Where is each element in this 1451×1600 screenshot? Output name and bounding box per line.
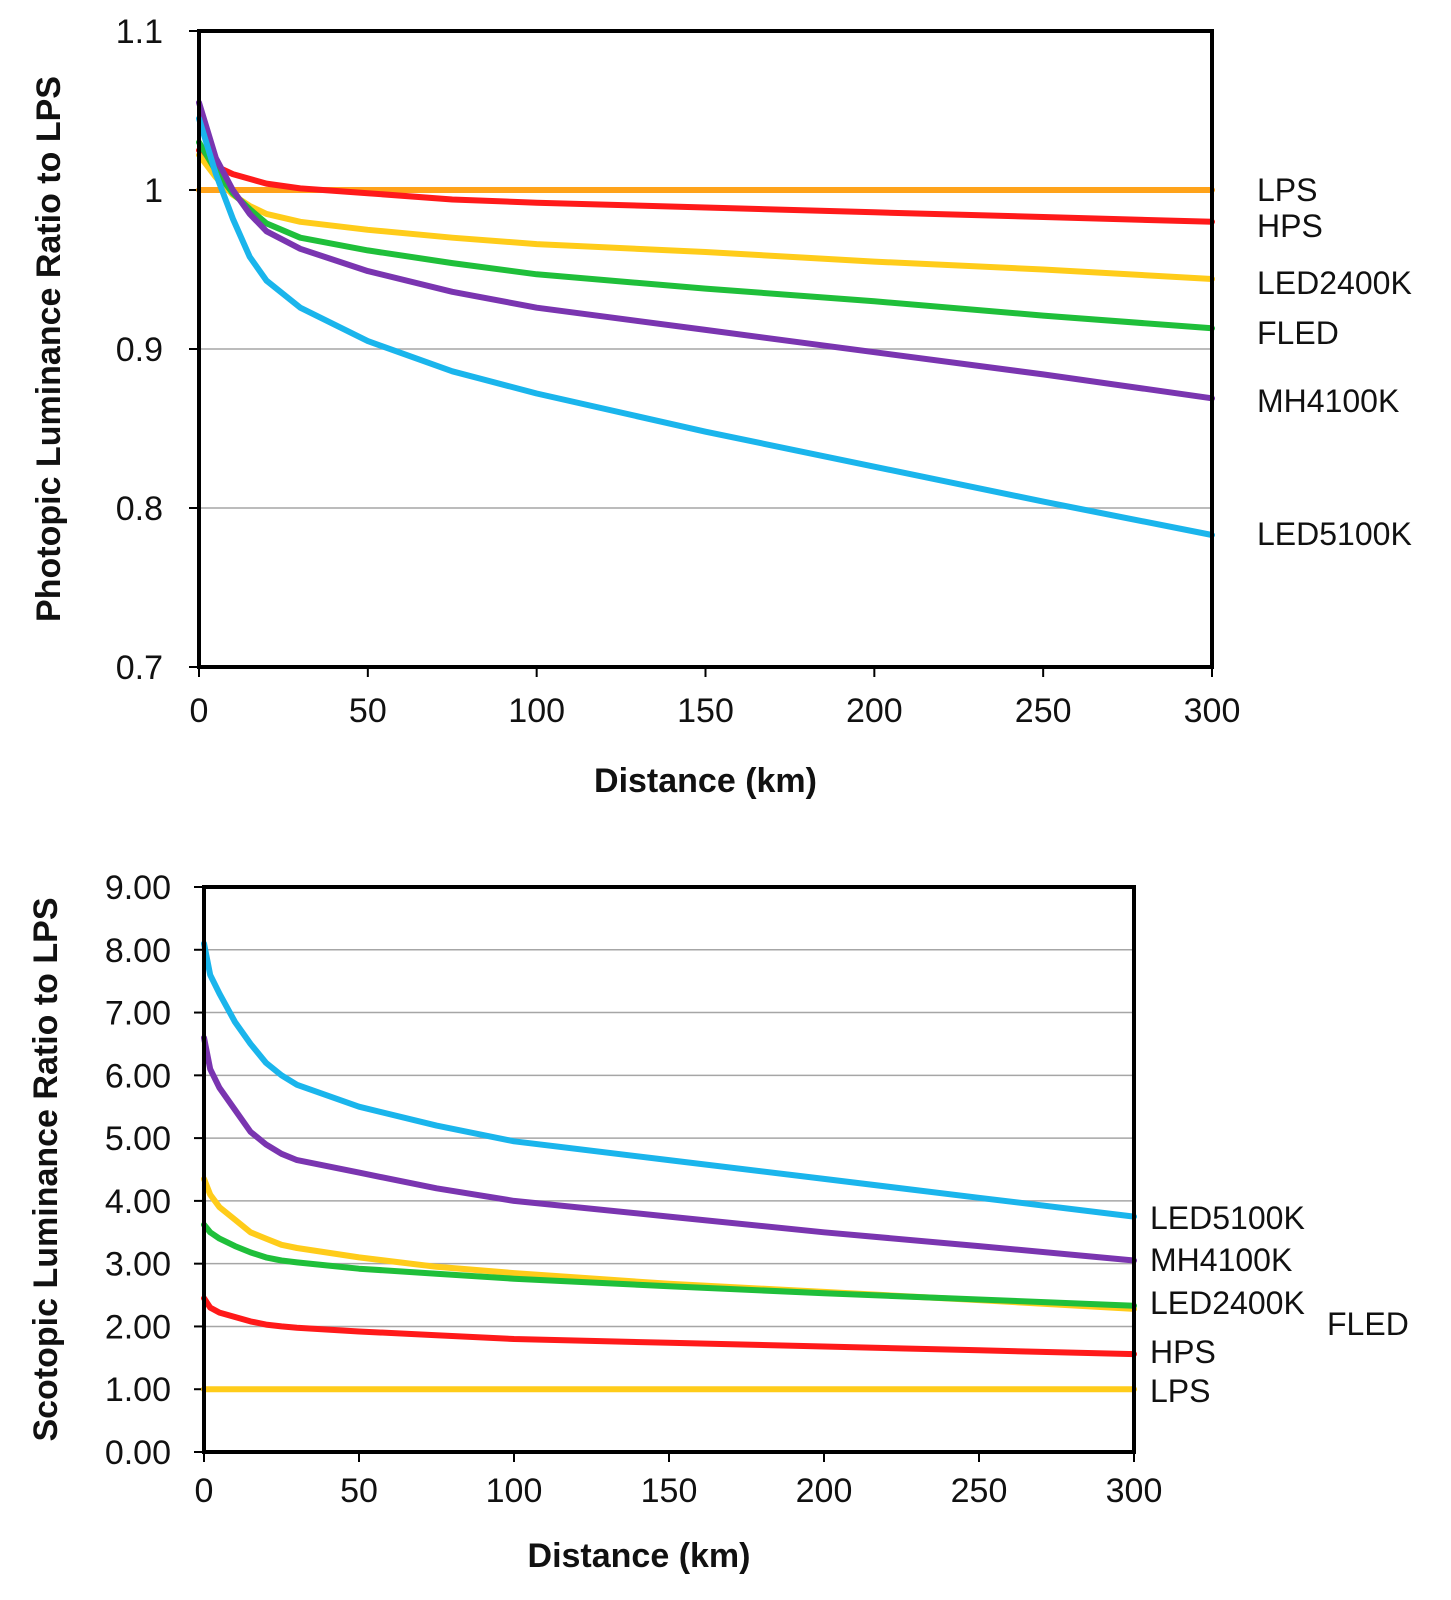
- x-tick-label: 50: [340, 1472, 378, 1510]
- x-axis-title: Distance (km): [594, 762, 817, 800]
- series-label-fled: FLED: [1327, 1306, 1409, 1342]
- series-label-hps: HPS: [1257, 208, 1323, 244]
- series-label-led5100k: LED5100K: [1150, 1200, 1305, 1236]
- x-tick-label: 0: [195, 1472, 214, 1510]
- series-line-fled: [196, 139, 1215, 332]
- series-line-fled: [201, 1221, 1137, 1309]
- x-tick-label: 200: [846, 692, 903, 730]
- x-tick-label: 300: [1106, 1472, 1163, 1510]
- x-tick-label: 250: [1015, 692, 1072, 730]
- plot-area-frame: [197, 29, 1214, 669]
- series-label-hps: HPS: [1150, 1334, 1216, 1370]
- series-line-hps: [196, 147, 1215, 225]
- series-label-led5100k: LED5100K: [1257, 516, 1412, 552]
- x-tick-label: 0: [190, 692, 209, 730]
- plot-area-frame: [202, 885, 1136, 1454]
- series-label-lps: LPS: [1257, 172, 1317, 208]
- x-axis-title: Distance (km): [528, 1537, 751, 1575]
- y-tick-label: 1.00: [105, 1371, 171, 1409]
- y-tick-label: 1.1: [116, 13, 163, 51]
- x-tick-label: 150: [641, 1472, 698, 1510]
- y-axis-title: Photopic Luminance Ratio to LPS: [30, 76, 68, 622]
- y-tick-label: 8.00: [105, 932, 171, 970]
- x-tick-label: 100: [486, 1472, 543, 1510]
- series-line-mh4100k: [196, 99, 1215, 402]
- series-label-lps: LPS: [1150, 1373, 1210, 1409]
- x-tick-label: 250: [951, 1472, 1008, 1510]
- series-line-mh4100k: [201, 1034, 1137, 1264]
- series-label-fled: FLED: [1257, 315, 1339, 351]
- series-label-led2400k: LED2400K: [1150, 1285, 1305, 1321]
- y-tick-label: 4.00: [105, 1183, 171, 1221]
- y-tick-label: 9.00: [105, 869, 171, 907]
- y-tick-label: 0.9: [116, 331, 163, 369]
- x-tick-label: 300: [1184, 692, 1241, 730]
- series-label-mh4100k: MH4100K: [1257, 383, 1399, 419]
- x-tick-label: 200: [796, 1472, 853, 1510]
- scotopic-chart: 0.00 1.00 2.00 3.00 4.00 5.00 6.00 7.00 8.00 9.00…: [27, 869, 1409, 1575]
- y-tick-label: 2.00: [105, 1308, 171, 1346]
- y-tick-label: 0.8: [116, 490, 163, 528]
- series-label-mh4100k: MH4100K: [1150, 1242, 1292, 1278]
- x-tick-label: 100: [508, 692, 565, 730]
- y-axis-title: Scotopic Luminance Ratio to LPS: [27, 897, 65, 1441]
- y-tick-label: 7.00: [105, 995, 171, 1033]
- y-tick-label: 0.7: [116, 649, 163, 687]
- series-label-led2400k: LED2400K: [1257, 265, 1412, 301]
- y-tick-label: 1: [144, 172, 163, 210]
- series-line-led5100k: [196, 115, 1215, 538]
- y-tick-label: 5.00: [105, 1120, 171, 1158]
- y-tick-label: 6.00: [105, 1057, 171, 1095]
- series-line-hps: [201, 1295, 1137, 1358]
- y-tick-label: 0.00: [105, 1434, 171, 1472]
- y-tick-label: 3.00: [105, 1246, 171, 1284]
- x-tick-label: 150: [677, 692, 734, 730]
- x-tick-label: 50: [349, 692, 387, 730]
- series-line-led5100k: [201, 940, 1137, 1220]
